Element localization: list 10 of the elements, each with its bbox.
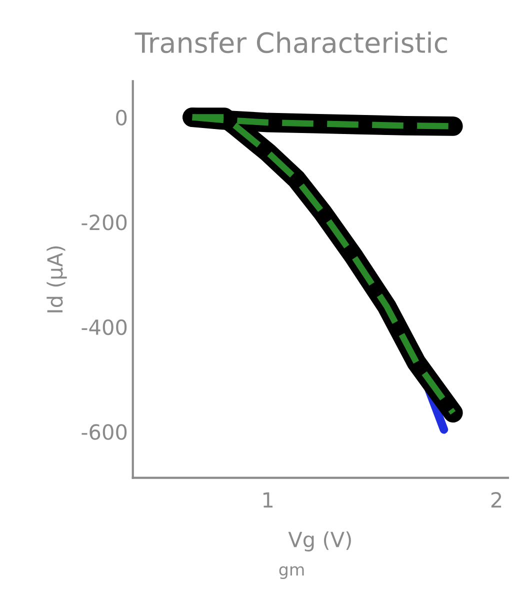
y-tick-label: -400 bbox=[82, 319, 127, 336]
chart-title: Transfer Characteristic bbox=[134, 32, 447, 54]
x-tick-label: 1 bbox=[263, 492, 273, 508]
y-tick-label: -600 bbox=[82, 424, 127, 440]
text: gm bbox=[279, 566, 304, 580]
x-axis-title: Vg (V) bbox=[288, 531, 351, 552]
y-tick-label: 0 bbox=[116, 110, 127, 126]
y-axis-title: Id (μA) bbox=[46, 246, 67, 312]
y-tick-label: -200 bbox=[82, 214, 127, 230]
x-tick-label: 2 bbox=[491, 492, 502, 508]
